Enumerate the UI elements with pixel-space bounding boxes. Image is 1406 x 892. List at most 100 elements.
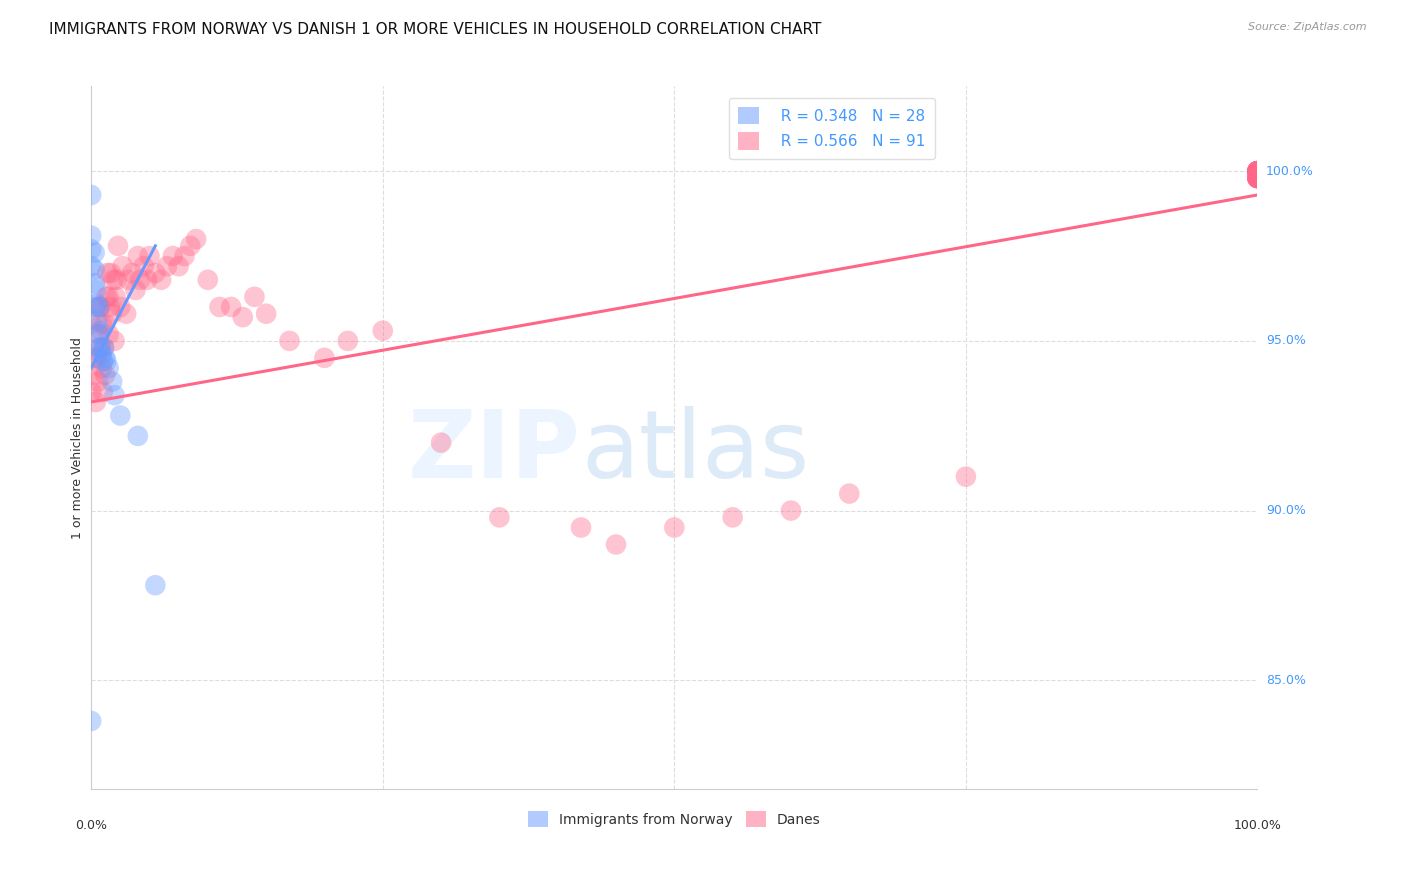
- Point: [91, 354, 114, 368]
- Point: [86, 351, 108, 365]
- Point: [1246, 171, 1268, 186]
- Point: [80, 228, 103, 243]
- Point: [430, 435, 453, 450]
- Point: [780, 503, 803, 517]
- Point: [97, 327, 120, 342]
- Point: [1246, 164, 1268, 178]
- Point: [1246, 164, 1268, 178]
- Text: IMMIGRANTS FROM NORWAY VS DANISH 1 OR MORE VEHICLES IN HOUSEHOLD CORRELATION CHA: IMMIGRANTS FROM NORWAY VS DANISH 1 OR MO…: [49, 22, 821, 37]
- Point: [93, 341, 115, 355]
- Point: [94, 368, 117, 382]
- Point: [664, 520, 686, 534]
- Point: [83, 262, 105, 277]
- Text: atlas: atlas: [581, 406, 810, 498]
- Point: [1246, 164, 1268, 178]
- Text: 0.0%: 0.0%: [75, 820, 107, 832]
- Point: [371, 324, 394, 338]
- Point: [84, 283, 107, 297]
- Point: [162, 249, 184, 263]
- Point: [129, 273, 152, 287]
- Point: [105, 273, 128, 287]
- Point: [838, 486, 860, 500]
- Point: [96, 290, 118, 304]
- Point: [1246, 164, 1268, 178]
- Point: [143, 578, 166, 592]
- Point: [80, 317, 103, 331]
- Point: [955, 469, 977, 483]
- Point: [87, 341, 110, 355]
- Point: [197, 273, 219, 287]
- Point: [86, 313, 108, 327]
- Point: [98, 300, 121, 314]
- Point: [156, 259, 179, 273]
- Point: [219, 300, 242, 314]
- Point: [94, 317, 117, 331]
- Point: [1246, 171, 1268, 186]
- Point: [89, 300, 111, 314]
- Point: [97, 361, 120, 376]
- Point: [89, 300, 111, 314]
- Point: [94, 351, 117, 365]
- Point: [83, 368, 105, 382]
- Point: [90, 361, 112, 376]
- Point: [173, 249, 195, 263]
- Point: [1246, 171, 1268, 186]
- Point: [84, 300, 107, 314]
- Point: [80, 259, 103, 273]
- Point: [1246, 164, 1268, 178]
- Point: [121, 266, 143, 280]
- Point: [89, 341, 111, 355]
- Point: [254, 307, 277, 321]
- Point: [1246, 171, 1268, 186]
- Point: [89, 327, 111, 342]
- Point: [87, 327, 110, 342]
- Point: [721, 510, 744, 524]
- Point: [89, 324, 111, 338]
- Point: [103, 334, 125, 348]
- Point: [1246, 164, 1268, 178]
- Point: [488, 510, 510, 524]
- Point: [1246, 171, 1268, 186]
- Point: [80, 384, 103, 399]
- Point: [111, 259, 134, 273]
- Point: [80, 188, 103, 202]
- Point: [127, 429, 149, 443]
- Point: [86, 296, 108, 310]
- Point: [150, 273, 173, 287]
- Point: [89, 341, 111, 355]
- Point: [103, 273, 125, 287]
- Point: [1246, 171, 1268, 186]
- Point: [167, 259, 190, 273]
- Point: [83, 276, 105, 290]
- Point: [1246, 164, 1268, 178]
- Point: [1246, 171, 1268, 186]
- Point: [1246, 164, 1268, 178]
- Point: [96, 266, 118, 280]
- Point: [127, 249, 149, 263]
- Point: [110, 300, 132, 314]
- Point: [115, 307, 138, 321]
- Point: [1246, 164, 1268, 178]
- Point: [103, 388, 125, 402]
- Point: [1246, 164, 1268, 178]
- Legend: Immigrants from Norway, Danes: Immigrants from Norway, Danes: [523, 805, 827, 832]
- Text: 90.0%: 90.0%: [1265, 504, 1306, 517]
- Point: [1246, 171, 1268, 186]
- Point: [1246, 164, 1268, 178]
- Point: [1246, 164, 1268, 178]
- Point: [84, 395, 107, 409]
- Point: [91, 384, 114, 399]
- Point: [89, 300, 111, 314]
- Point: [136, 273, 159, 287]
- Point: [1246, 164, 1268, 178]
- Point: [143, 266, 166, 280]
- Point: [314, 351, 336, 365]
- Text: 100.0%: 100.0%: [1265, 165, 1313, 178]
- Point: [80, 242, 103, 256]
- Point: [107, 239, 129, 253]
- Point: [132, 259, 155, 273]
- Point: [83, 245, 105, 260]
- Y-axis label: 1 or more Vehicles in Household: 1 or more Vehicles in Household: [72, 336, 84, 539]
- Point: [93, 341, 115, 355]
- Point: [101, 375, 124, 389]
